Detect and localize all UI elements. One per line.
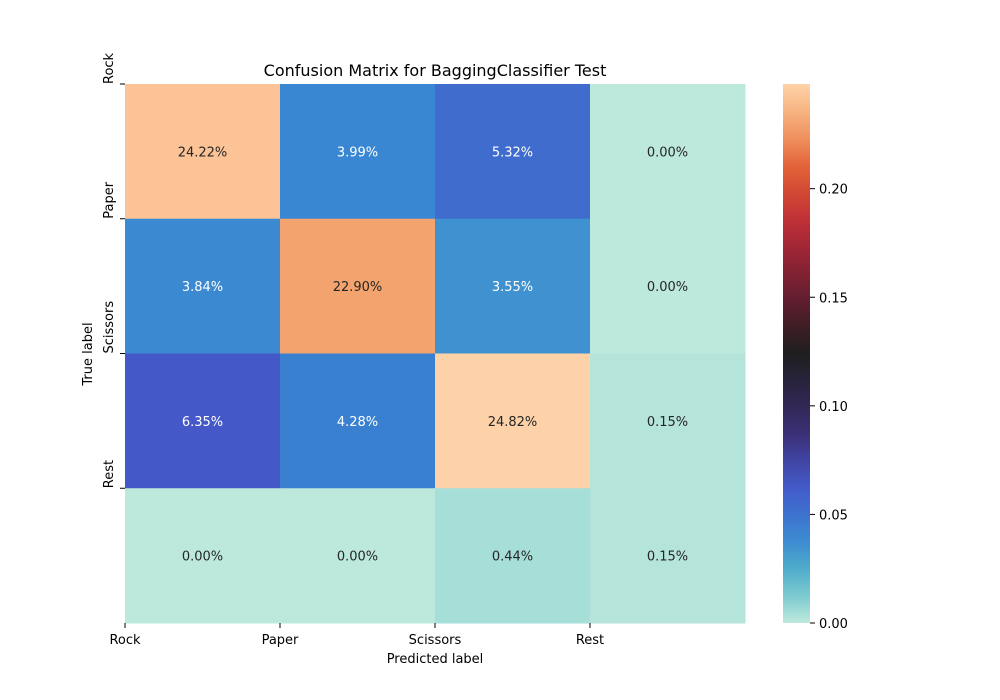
heatmap-cell — [280, 218, 436, 354]
cell-annotation: 0.15% — [647, 550, 688, 565]
chart-title: Confusion Matrix for BaggingClassifier T… — [264, 61, 607, 80]
heatmap-cells: 24.22% 3.99% 5.32% 0.00% 3.84% 22.90% 3.55% 0.0… — [125, 84, 746, 624]
heatmap-cell — [590, 84, 746, 220]
y-tick-label: Rock — [102, 52, 117, 84]
heatmap-cell — [590, 218, 746, 354]
heatmap-cell — [125, 218, 281, 354]
heatmap-cell — [435, 353, 591, 489]
x-tick-label: Paper — [262, 633, 299, 648]
cell-annotation: 3.99% — [337, 145, 378, 160]
cell-annotation: 3.55% — [492, 280, 533, 295]
colorbar-bar — [783, 84, 810, 623]
x-tick-label: Rest — [576, 633, 604, 648]
y-tick-label: Rest — [102, 460, 117, 488]
cell-annotation: 0.00% — [182, 550, 223, 565]
cell-annotation: 3.84% — [182, 280, 223, 295]
heatmap-cell — [280, 84, 436, 220]
x-axis-label: Predicted label — [387, 652, 484, 667]
cell-annotation: 24.82% — [488, 415, 538, 430]
heatmap-cell — [125, 488, 281, 624]
cell-annotation: 0.44% — [492, 550, 533, 565]
colorbar-tick-label: 0.00 — [819, 617, 848, 632]
cell-annotation: 22.90% — [333, 280, 383, 295]
heatmap-cell — [280, 353, 436, 489]
colorbar-tick-label: 0.05 — [819, 508, 848, 523]
heatmap-cell — [280, 488, 436, 624]
heatmap-cell — [435, 218, 591, 354]
heatmap-cell — [435, 84, 591, 220]
colorbar-tick-label: 0.15 — [819, 291, 848, 306]
y-axis-label: True label — [81, 322, 96, 386]
heatmap-cell — [435, 488, 591, 624]
cell-annotation: 0.00% — [647, 145, 688, 160]
colorbar: 0.00 0.05 0.10 0.15 0.20 — [783, 84, 848, 632]
heatmap-cell — [590, 488, 746, 624]
y-tick-label: Scissors — [102, 301, 117, 354]
cell-annotation: 6.35% — [182, 415, 223, 430]
colorbar-tick-label: 0.10 — [819, 400, 848, 415]
heatmap-cell — [590, 353, 746, 489]
x-tick-label: Rock — [109, 633, 141, 648]
cell-annotation: 4.28% — [337, 415, 378, 430]
colorbar-tick-label: 0.20 — [819, 183, 848, 198]
cell-annotation: 0.00% — [337, 550, 378, 565]
cell-annotation: 0.00% — [647, 280, 688, 295]
y-tick-label: Paper — [102, 181, 117, 218]
cell-annotation: 24.22% — [178, 145, 228, 160]
y-axis: Rock Paper Scissors Rest — [102, 52, 125, 489]
x-axis: Rock Paper Scissors Rest — [109, 623, 604, 648]
x-tick-label: Scissors — [409, 633, 462, 648]
cell-annotation: 0.15% — [647, 415, 688, 430]
heatmap-cell — [125, 84, 281, 220]
heatmap-cell — [125, 353, 281, 489]
cell-annotation: 5.32% — [492, 145, 533, 160]
